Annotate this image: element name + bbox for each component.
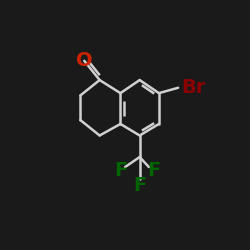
Text: F: F [133,176,146,195]
Text: Br: Br [181,78,206,97]
Text: O: O [76,51,92,70]
Text: F: F [147,161,160,180]
Text: F: F [114,161,127,180]
